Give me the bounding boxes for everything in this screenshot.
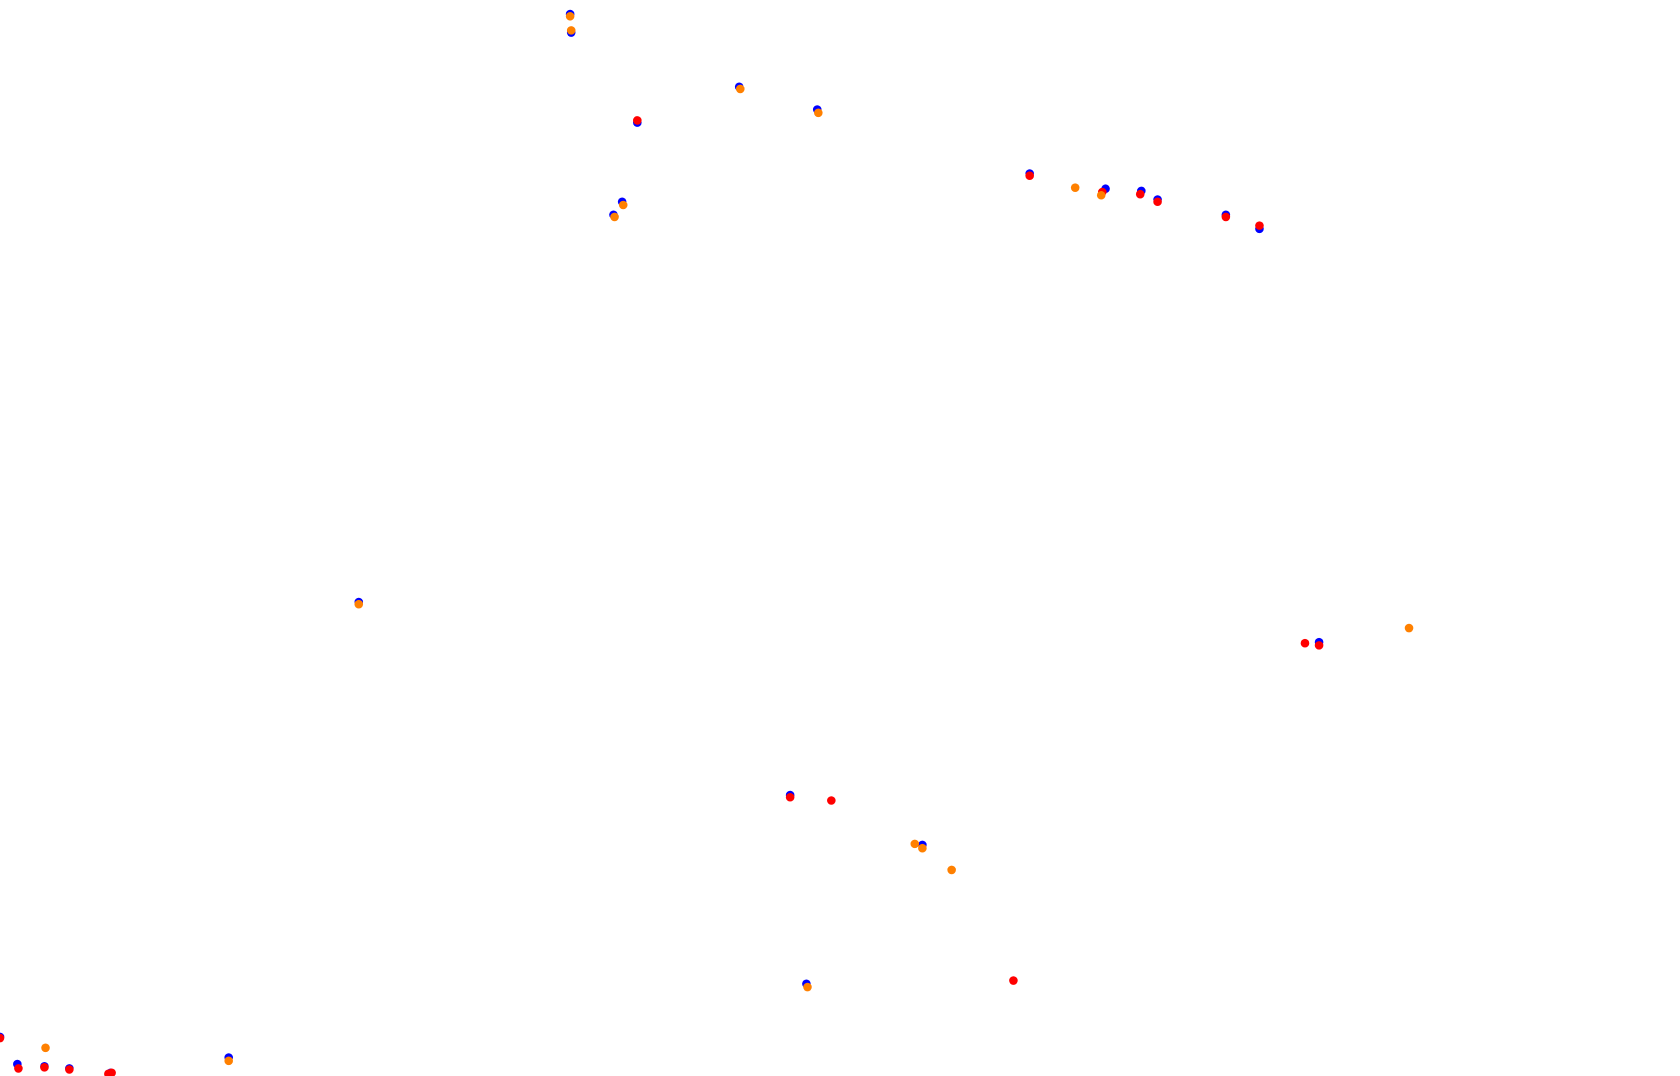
point bbox=[1009, 976, 1018, 985]
point bbox=[1070, 183, 1080, 192]
point bbox=[14, 1064, 23, 1073]
point bbox=[1404, 623, 1414, 633]
point bbox=[1135, 189, 1145, 199]
point bbox=[1314, 641, 1324, 650]
point bbox=[107, 1068, 116, 1076]
point bbox=[610, 212, 619, 222]
point bbox=[910, 839, 920, 849]
point bbox=[947, 865, 956, 875]
point bbox=[65, 1065, 74, 1074]
point bbox=[566, 26, 576, 35]
point bbox=[1221, 212, 1231, 222]
point bbox=[1025, 171, 1034, 181]
point bbox=[1096, 190, 1106, 200]
point bbox=[918, 843, 927, 853]
point bbox=[735, 84, 745, 94]
point bbox=[633, 116, 642, 125]
point bbox=[40, 1063, 49, 1072]
point bbox=[354, 599, 364, 609]
point bbox=[618, 200, 628, 210]
point bbox=[785, 792, 795, 802]
point bbox=[0, 1033, 5, 1043]
point bbox=[814, 108, 823, 118]
point bbox=[1300, 638, 1310, 648]
point bbox=[1153, 197, 1162, 207]
point bbox=[1255, 221, 1264, 230]
point bbox=[827, 796, 836, 805]
point bbox=[224, 1056, 233, 1066]
point bbox=[803, 982, 812, 992]
point bbox=[41, 1043, 50, 1053]
point bbox=[565, 11, 575, 21]
